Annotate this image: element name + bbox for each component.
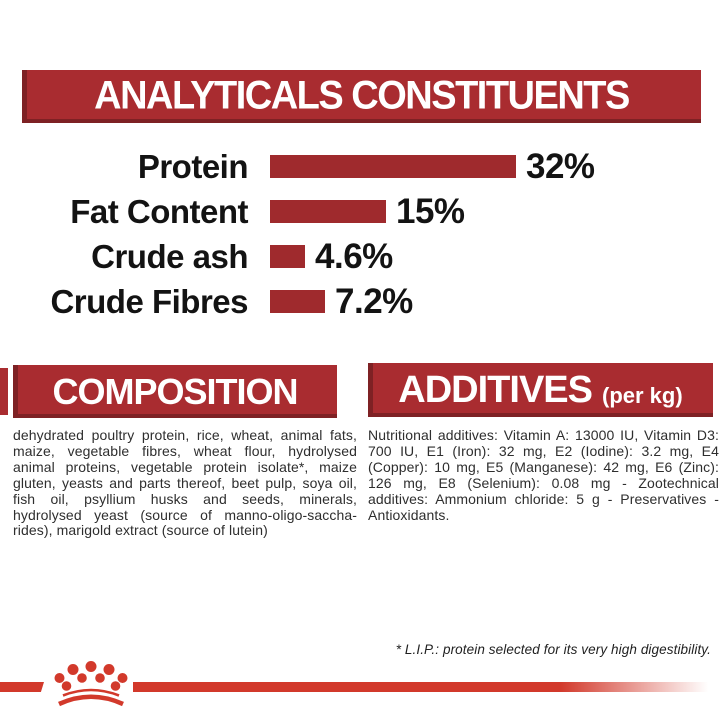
chart-row-fat-content: Fat Content 15%	[0, 189, 726, 234]
chart-label: Crude ash	[91, 237, 248, 275]
chart-bar	[270, 200, 386, 223]
chart-row-protein: Protein 32%	[0, 144, 726, 189]
analytical-constituents-band: ANALYTICALS CONSTITUENTS	[22, 70, 701, 123]
chart-label: Fat Content	[70, 192, 248, 230]
additives-title: ADDITIVES	[398, 368, 593, 411]
additives-unit-note: (per kg)	[602, 383, 683, 408]
composition-title: COMPOSITION	[52, 370, 298, 412]
chart-row-crude-ash: Crude ash 4.6%	[0, 234, 726, 279]
chart-label: Protein	[137, 147, 249, 185]
additives-title-group: ADDITIVES (per kg)	[398, 363, 682, 417]
brand-stripe-right	[133, 682, 726, 692]
brand-stripe-left	[0, 682, 44, 692]
analytical-constituents-title: ANALYTICALS CONSTITUENTS	[94, 74, 630, 118]
chart-bar	[270, 290, 325, 313]
additives-body: Nutritional additives: Vitamin A: 13000 …	[368, 427, 719, 523]
chart-label: Crude Fibres	[50, 282, 248, 320]
additives-band: ADDITIVES (per kg)	[368, 363, 713, 417]
lip-footnote: * L.I.P.: protein selected for its very …	[395, 642, 711, 657]
royal-canin-crown-icon	[54, 661, 128, 707]
chart-value: 7.2%	[335, 281, 413, 321]
chart-value: 15%	[396, 191, 465, 231]
composition-body: dehydrated poultry protein, rice, wheat,…	[13, 427, 357, 539]
analytical-constituents-chart: Protein 32% Fat Content 15% Crude ash 4.…	[0, 144, 726, 324]
chart-row-crude-fibres: Crude Fibres 7.2%	[0, 279, 726, 324]
left-edge-accent	[0, 368, 8, 415]
chart-value: 32%	[526, 146, 595, 186]
chart-value: 4.6%	[315, 236, 393, 276]
chart-bar	[270, 245, 305, 268]
chart-bar	[270, 155, 516, 178]
composition-band: COMPOSITION	[13, 365, 337, 418]
